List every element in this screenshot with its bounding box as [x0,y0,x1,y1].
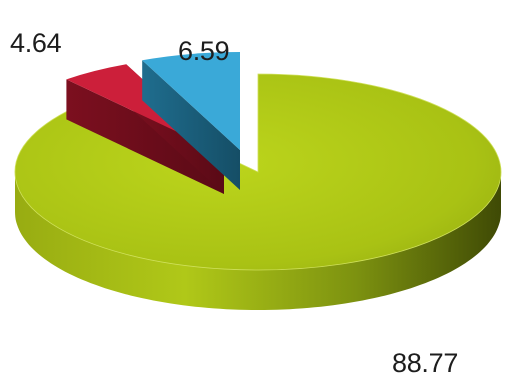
slice-side-0 [15,172,501,310]
slice-6-59 [142,52,240,150]
data-label-2: 6.59 [178,36,229,66]
slice-side-big [15,172,501,310]
data-label-1: 4.64 [10,28,62,58]
data-label-0: 88.77 [392,348,458,378]
slices-layer [14,52,502,310]
slice-group-2 [142,52,240,190]
slice-wall-2 [142,60,240,190]
labels-layer: 88.77 4.64 6.59 [10,28,458,378]
slice-wall-1 [66,79,225,194]
